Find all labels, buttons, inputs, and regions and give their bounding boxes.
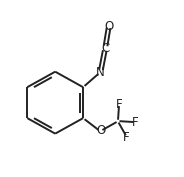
Text: F: F — [116, 98, 122, 111]
Text: O: O — [104, 20, 114, 33]
Text: N: N — [96, 66, 105, 79]
Text: O: O — [96, 124, 105, 137]
Text: F: F — [123, 131, 130, 144]
Text: F: F — [132, 116, 139, 129]
Text: C: C — [101, 42, 109, 55]
